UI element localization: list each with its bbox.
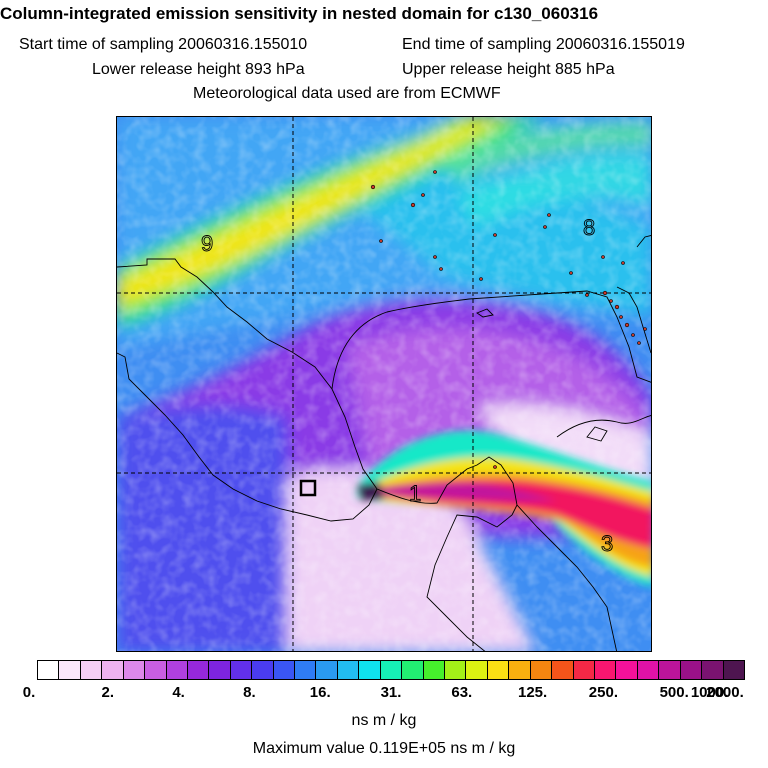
lower-release-height-label: Lower release height 893 hPa <box>92 61 305 78</box>
colorbar-segment <box>402 661 424 679</box>
colorbar-tick-label: 1000. <box>690 684 729 701</box>
region-label-1: 1 <box>409 481 421 506</box>
colorbar-segment <box>573 661 595 679</box>
maximum-value-label: Maximum value 0.119E+05 ns m / kg <box>252 740 516 757</box>
colorbar-tick-label: 500. <box>659 684 689 701</box>
graticule <box>117 117 651 651</box>
colorbar-units: ns m / kg <box>351 712 417 729</box>
colorbar-segment <box>38 661 60 679</box>
region-label-9: 9 <box>201 231 213 256</box>
colorbar-tick-label: 63. <box>451 684 473 701</box>
colorbar-segment <box>552 661 574 679</box>
colorbar-segment <box>59 661 81 679</box>
upper-release-height-label: Upper release height 885 hPa <box>402 61 615 78</box>
map-canvas: 9 8 1 3 <box>117 117 651 651</box>
colorbar-segment <box>80 661 103 679</box>
high-sensitivity-plume <box>357 430 651 587</box>
colorbar-segment <box>316 661 338 679</box>
colorbar-segment <box>637 661 660 679</box>
colorbar-segment <box>445 661 467 679</box>
colorbar-segment <box>123 661 146 679</box>
colorbar-tick-label: 0. <box>22 684 36 701</box>
colorbar-segment <box>466 661 488 679</box>
colorbar-segment <box>252 661 274 679</box>
colorbar-segment <box>209 661 231 679</box>
colorbar-segment <box>359 661 381 679</box>
colorbar-segment <box>187 661 210 679</box>
field-texture <box>117 117 651 651</box>
colorbar <box>37 660 745 680</box>
end-time-label: End time of sampling 20060316.155019 <box>402 36 685 53</box>
colorbar-tick-label: 250. <box>588 684 618 701</box>
colorbar-tick-label: 8. <box>243 684 256 701</box>
plot-title: Column-integrated emission sensitivity i… <box>0 4 599 23</box>
colorbar-tick-label: 31. <box>380 684 402 701</box>
colorbar-segment <box>680 661 703 679</box>
sensitivity-map[interactable]: 9 8 1 3 <box>116 116 652 652</box>
colorbar-segment <box>530 661 553 679</box>
colorbar-segment <box>723 661 744 679</box>
colorbar-tick-label: 16. <box>309 684 331 701</box>
colorbar-tick-label: 4. <box>172 684 185 701</box>
receptor-square-marker[interactable] <box>299 479 317 497</box>
colorbar-segment <box>230 661 253 679</box>
colorbar-segment <box>509 661 531 679</box>
colorbar-segment <box>594 661 617 679</box>
region-label-8: 8 <box>583 215 595 240</box>
colorbar-segment <box>423 661 446 679</box>
colorbar-segment <box>616 661 638 679</box>
colorbar-segment <box>295 661 317 679</box>
colorbar-tick-label: 2000. <box>706 684 744 701</box>
islands <box>370 170 647 469</box>
colorbar-segment <box>487 661 510 679</box>
coastlines <box>117 235 651 651</box>
region-labels: 9 8 1 3 <box>201 215 614 557</box>
colorbar-segment <box>702 661 724 679</box>
colorbar-segment <box>102 661 124 679</box>
colorbar-segment <box>145 661 167 679</box>
colorbar-segment <box>273 661 296 679</box>
colorbar-segment <box>659 661 681 679</box>
colorbar-tick-label: 125. <box>517 684 548 701</box>
region-label-3: 3 <box>601 531 613 556</box>
colorbar-tick-label: 2. <box>101 684 115 701</box>
colorbar-segment <box>380 661 403 679</box>
start-time-label: Start time of sampling 20060316.155010 <box>19 36 308 53</box>
colorbar-segment <box>166 661 188 679</box>
colorbar-segment <box>337 661 360 679</box>
meteorological-data-label: Meteorological data used are from ECMWF <box>193 85 501 102</box>
